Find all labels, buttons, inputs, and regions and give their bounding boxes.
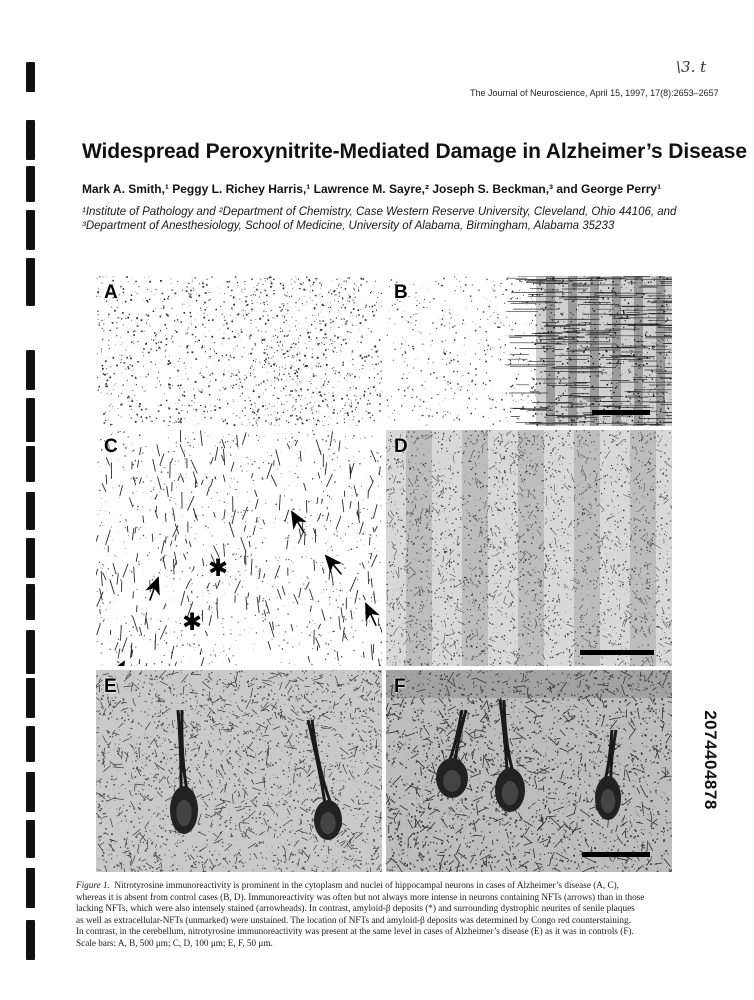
micrograph-image — [96, 670, 382, 872]
micrograph-image — [386, 670, 672, 872]
binding-mark — [26, 492, 35, 530]
binding-mark — [26, 258, 35, 306]
binding-marks — [26, 60, 40, 980]
svg-text:✱: ✱ — [208, 554, 228, 582]
binding-mark — [26, 920, 35, 960]
article-title: Widespread Peroxynitrite-Mediated Damage… — [82, 140, 747, 163]
figure-panel-e: E — [96, 670, 382, 872]
binding-mark — [26, 398, 35, 442]
affiliation-line: ³Department of Anesthesiology, School of… — [82, 220, 615, 232]
figure-panel-c: ✱ ✱ C — [96, 430, 382, 666]
scale-bar — [580, 650, 654, 655]
scale-bar — [582, 852, 650, 857]
binding-mark — [26, 868, 35, 908]
caption-line: as well as extracellular-NFTs (unmarked)… — [76, 914, 631, 925]
panel-label: B — [394, 282, 408, 303]
binding-mark — [26, 726, 35, 762]
binding-mark — [26, 538, 35, 578]
panel-label: F — [394, 676, 406, 697]
scale-bar — [592, 410, 650, 415]
caption-line: Nitrotyrosine immunoreactivity is promin… — [114, 880, 619, 890]
handwritten-note: \3. t — [676, 58, 707, 76]
micrograph-image — [96, 276, 382, 426]
caption-line: whereas it is absent from control cases … — [76, 891, 645, 902]
figure-panel-a: A — [96, 276, 382, 426]
caption-line: lacking NFTs, which were also intensely … — [76, 903, 635, 914]
document-id-stamp: 2074404878 — [690, 690, 730, 830]
binding-mark — [26, 820, 35, 858]
panel-label: E — [104, 676, 117, 697]
caption-line: In contrast, in the cerebellum, nitrotyr… — [76, 926, 634, 937]
caption-line: Scale bars: A, B, 500 μm; C, D, 100 μm; … — [76, 937, 273, 948]
figure-caption: Figure 1. Nitrotyrosine immunoreactivity… — [76, 880, 696, 950]
binding-mark — [26, 120, 35, 160]
binding-mark — [26, 446, 35, 482]
svg-text:✱: ✱ — [182, 608, 202, 636]
figure-panel-b: B — [386, 276, 672, 426]
binding-mark — [26, 772, 35, 812]
micrograph-image: ✱✱ — [96, 430, 382, 666]
panel-label: A — [104, 282, 118, 303]
binding-mark — [26, 584, 35, 620]
journal-citation: The Journal of Neuroscience, April 15, 1… — [470, 88, 719, 98]
figure-panel-f: F — [386, 670, 672, 872]
binding-mark — [26, 210, 35, 250]
document-id-text: 2074404878 — [701, 710, 720, 810]
panel-label: D — [394, 436, 408, 457]
binding-mark — [26, 62, 35, 92]
micrograph-image — [386, 276, 672, 426]
author-list: Mark A. Smith,¹ Peggy L. Richey Harris,¹… — [82, 182, 662, 196]
caption-figure-label: Figure 1. — [76, 880, 110, 890]
binding-mark — [26, 630, 35, 674]
affiliation-line: ¹Institute of Pathology and ²Department … — [82, 206, 677, 218]
binding-mark — [26, 166, 35, 202]
binding-mark — [26, 350, 35, 390]
panel-label: C — [104, 436, 118, 457]
figure-panel-d: D — [386, 430, 672, 666]
micrograph-image — [386, 430, 672, 666]
binding-mark — [26, 678, 35, 718]
